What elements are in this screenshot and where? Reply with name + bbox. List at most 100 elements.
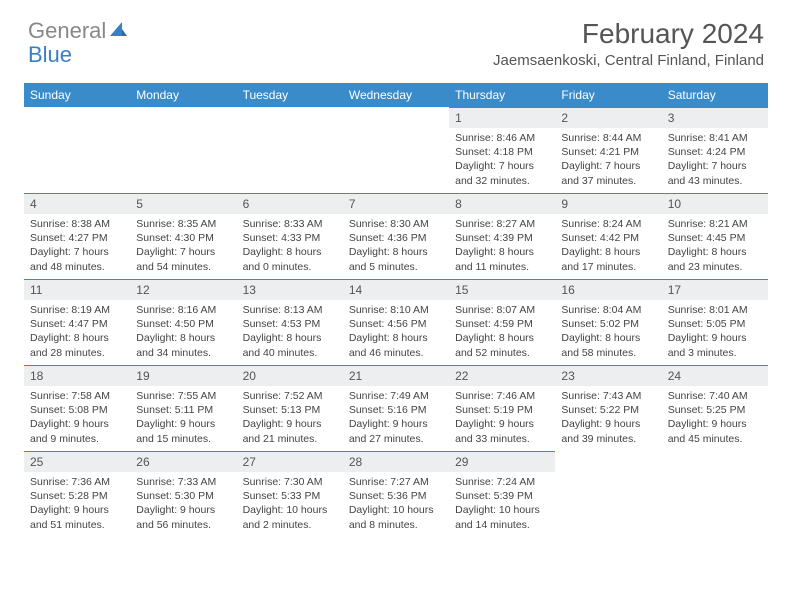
daylight-line: Daylight: 9 hours and 39 minutes. bbox=[561, 417, 655, 445]
daylight-line: Daylight: 9 hours and 21 minutes. bbox=[243, 417, 337, 445]
sunset-line: Sunset: 5:13 PM bbox=[243, 403, 337, 417]
daylight-line: Daylight: 8 hours and 23 minutes. bbox=[668, 245, 762, 273]
weekday-header: Saturday bbox=[662, 83, 768, 107]
day-details: Sunrise: 7:52 AMSunset: 5:13 PMDaylight:… bbox=[237, 386, 343, 449]
daylight-line: Daylight: 10 hours and 2 minutes. bbox=[243, 503, 337, 531]
header: General February 2024 Jaemsaenkoski, Cen… bbox=[0, 0, 792, 73]
sunset-line: Sunset: 5:11 PM bbox=[136, 403, 230, 417]
day-number: 26 bbox=[130, 451, 236, 472]
sunset-line: Sunset: 4:18 PM bbox=[455, 145, 549, 159]
day-number: 22 bbox=[449, 365, 555, 386]
daylight-line: Daylight: 9 hours and 15 minutes. bbox=[136, 417, 230, 445]
calendar-cell: 28Sunrise: 7:27 AMSunset: 5:36 PMDayligh… bbox=[343, 451, 449, 537]
sunset-line: Sunset: 4:47 PM bbox=[30, 317, 124, 331]
daylight-line: Daylight: 9 hours and 56 minutes. bbox=[136, 503, 230, 531]
calendar-table: SundayMondayTuesdayWednesdayThursdayFrid… bbox=[24, 83, 768, 537]
day-number: 2 bbox=[555, 107, 661, 128]
sunrise-line: Sunrise: 7:40 AM bbox=[668, 389, 762, 403]
calendar-cell: 3Sunrise: 8:41 AMSunset: 4:24 PMDaylight… bbox=[662, 107, 768, 193]
calendar-row: 25Sunrise: 7:36 AMSunset: 5:28 PMDayligh… bbox=[24, 451, 768, 537]
calendar-cell: 14Sunrise: 8:10 AMSunset: 4:56 PMDayligh… bbox=[343, 279, 449, 365]
day-details: Sunrise: 7:46 AMSunset: 5:19 PMDaylight:… bbox=[449, 386, 555, 449]
calendar-cell: 18 Sunrise: 7:58 AMSunset: 5:08 PMDayligh… bbox=[24, 365, 130, 451]
day-number: 28 bbox=[343, 451, 449, 472]
weekday-header: Thursday bbox=[449, 83, 555, 107]
sunrise-line: Sunrise: 8:13 AM bbox=[243, 303, 337, 317]
daylight-line: Daylight: 8 hours and 58 minutes. bbox=[561, 331, 655, 359]
sunrise-line: Sunrise: 8:04 AM bbox=[561, 303, 655, 317]
daylight-line: Daylight: 10 hours and 14 minutes. bbox=[455, 503, 549, 531]
sunrise-line: Sunrise: 8:07 AM bbox=[455, 303, 549, 317]
sunrise-line: Sunrise: 8:27 AM bbox=[455, 217, 549, 231]
day-details: Sunrise: 8:16 AMSunset: 4:50 PMDaylight:… bbox=[130, 300, 236, 363]
calendar-cell bbox=[343, 107, 449, 193]
sunrise-line: Sunrise: 7:58 AM bbox=[30, 389, 124, 403]
calendar-cell: 15Sunrise: 8:07 AMSunset: 4:59 PMDayligh… bbox=[449, 279, 555, 365]
day-number: 23 bbox=[555, 365, 661, 386]
day-details: Sunrise: 8:41 AMSunset: 4:24 PMDaylight:… bbox=[662, 128, 768, 191]
sunset-line: Sunset: 4:27 PM bbox=[30, 231, 124, 245]
calendar-cell: 1Sunrise: 8:46 AMSunset: 4:18 PMDaylight… bbox=[449, 107, 555, 193]
calendar-cell bbox=[662, 451, 768, 537]
day-number: 18 bbox=[24, 365, 130, 386]
sunset-line: Sunset: 4:21 PM bbox=[561, 145, 655, 159]
sunrise-line: Sunrise: 7:49 AM bbox=[349, 389, 443, 403]
calendar-cell: 27Sunrise: 7:30 AMSunset: 5:33 PMDayligh… bbox=[237, 451, 343, 537]
day-details: Sunrise: 8:46 AMSunset: 4:18 PMDaylight:… bbox=[449, 128, 555, 191]
daylight-line: Daylight: 8 hours and 34 minutes. bbox=[136, 331, 230, 359]
sunrise-line: Sunrise: 8:44 AM bbox=[561, 131, 655, 145]
calendar-cell: 22Sunrise: 7:46 AMSunset: 5:19 PMDayligh… bbox=[449, 365, 555, 451]
daylight-line: Daylight: 7 hours and 37 minutes. bbox=[561, 159, 655, 187]
calendar-cell: 20Sunrise: 7:52 AMSunset: 5:13 PMDayligh… bbox=[237, 365, 343, 451]
day-details: Sunrise: 7:40 AMSunset: 5:25 PMDaylight:… bbox=[662, 386, 768, 449]
day-details: Sunrise: 8:38 AMSunset: 4:27 PMDaylight:… bbox=[24, 214, 130, 277]
calendar-header-row: SundayMondayTuesdayWednesdayThursdayFrid… bbox=[24, 83, 768, 107]
day-details: Sunrise: 8:30 AMSunset: 4:36 PMDaylight:… bbox=[343, 214, 449, 277]
daylight-line: Daylight: 10 hours and 8 minutes. bbox=[349, 503, 443, 531]
calendar-cell: 10Sunrise: 8:21 AMSunset: 4:45 PMDayligh… bbox=[662, 193, 768, 279]
day-details: Sunrise: 8:33 AMSunset: 4:33 PMDaylight:… bbox=[237, 214, 343, 277]
calendar-row: 11Sunrise: 8:19 AMSunset: 4:47 PMDayligh… bbox=[24, 279, 768, 365]
calendar-cell: 12Sunrise: 8:16 AMSunset: 4:50 PMDayligh… bbox=[130, 279, 236, 365]
sunrise-line: Sunrise: 7:55 AM bbox=[136, 389, 230, 403]
day-details: Sunrise: 7:30 AMSunset: 5:33 PMDaylight:… bbox=[237, 472, 343, 535]
day-details: Sunrise: 8:10 AMSunset: 4:56 PMDaylight:… bbox=[343, 300, 449, 363]
daylight-line: Daylight: 7 hours and 54 minutes. bbox=[136, 245, 230, 273]
day-number: 25 bbox=[24, 451, 130, 472]
day-number: 20 bbox=[237, 365, 343, 386]
day-details: Sunrise: 7:49 AMSunset: 5:16 PMDaylight:… bbox=[343, 386, 449, 449]
day-number: 3 bbox=[662, 107, 768, 128]
daylight-line: Daylight: 9 hours and 9 minutes. bbox=[30, 417, 124, 445]
logo-sail-icon bbox=[106, 18, 128, 44]
calendar-cell bbox=[130, 107, 236, 193]
weekday-header: Sunday bbox=[24, 83, 130, 107]
calendar-cell: 2 Sunrise: 8:44 AMSunset: 4:21 PMDaylight… bbox=[555, 107, 661, 193]
day-number: 27 bbox=[237, 451, 343, 472]
day-number: 24 bbox=[662, 365, 768, 386]
month-title: February 2024 bbox=[493, 18, 764, 50]
calendar-cell: 9Sunrise: 8:24 AMSunset: 4:42 PMDaylight… bbox=[555, 193, 661, 279]
sunset-line: Sunset: 5:02 PM bbox=[561, 317, 655, 331]
sunset-line: Sunset: 5:16 PM bbox=[349, 403, 443, 417]
calendar-cell: 19Sunrise: 7:55 AMSunset: 5:11 PMDayligh… bbox=[130, 365, 236, 451]
calendar-cell: 16Sunrise: 8:04 AMSunset: 5:02 PMDayligh… bbox=[555, 279, 661, 365]
day-number: 11 bbox=[24, 279, 130, 300]
day-details: Sunrise: 8:21 AMSunset: 4:45 PMDaylight:… bbox=[662, 214, 768, 277]
sunset-line: Sunset: 4:36 PM bbox=[349, 231, 443, 245]
calendar-cell: 8Sunrise: 8:27 AMSunset: 4:39 PMDaylight… bbox=[449, 193, 555, 279]
calendar-cell: 6Sunrise: 8:33 AMSunset: 4:33 PMDaylight… bbox=[237, 193, 343, 279]
day-details: Sunrise: 7:27 AMSunset: 5:36 PMDaylight:… bbox=[343, 472, 449, 535]
weekday-header: Wednesday bbox=[343, 83, 449, 107]
sunset-line: Sunset: 5:22 PM bbox=[561, 403, 655, 417]
day-details: Sunrise: 8:27 AMSunset: 4:39 PMDaylight:… bbox=[449, 214, 555, 277]
day-details: Sunrise: 7:55 AMSunset: 5:11 PMDaylight:… bbox=[130, 386, 236, 449]
calendar-cell: 7Sunrise: 8:30 AMSunset: 4:36 PMDaylight… bbox=[343, 193, 449, 279]
sunset-line: Sunset: 5:08 PM bbox=[30, 403, 124, 417]
sunrise-line: Sunrise: 7:27 AM bbox=[349, 475, 443, 489]
sunset-line: Sunset: 4:53 PM bbox=[243, 317, 337, 331]
sunrise-line: Sunrise: 7:52 AM bbox=[243, 389, 337, 403]
daylight-line: Daylight: 7 hours and 43 minutes. bbox=[668, 159, 762, 187]
sunrise-line: Sunrise: 8:46 AM bbox=[455, 131, 549, 145]
sunrise-line: Sunrise: 7:30 AM bbox=[243, 475, 337, 489]
calendar-cell: 4Sunrise: 8:38 AMSunset: 4:27 PMDaylight… bbox=[24, 193, 130, 279]
